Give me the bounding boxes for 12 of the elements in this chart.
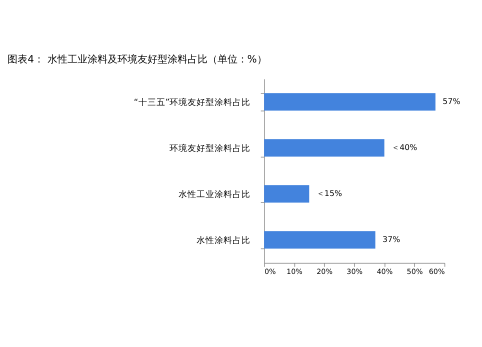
x-tick-label: 40%: [376, 267, 393, 276]
text: 图表4： 水性工业涂料及环境友好型涂料占比（单位：%）: [8, 53, 267, 66]
x-tick-label: 10%: [286, 267, 303, 276]
y-tick-label: 环境友好型涂料占比: [170, 143, 251, 154]
y-tick-label: “十三五”环境友好型涂料占比: [134, 97, 251, 108]
y-tick-label: 水性涂料占比: [196, 235, 251, 246]
x-tick-label: 60%: [428, 267, 445, 276]
x-tick-label: 0%: [264, 267, 276, 276]
x-tick-label: 20%: [316, 267, 333, 276]
y-tick-label: 水性工业涂料占比: [178, 189, 251, 200]
x-tick-label: 30%: [346, 267, 363, 276]
x-tick-label: 50%: [406, 267, 423, 276]
